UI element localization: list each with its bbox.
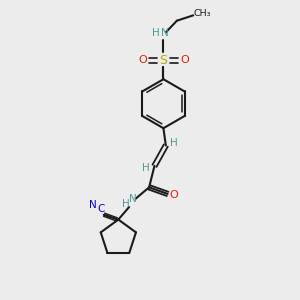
Text: O: O: [180, 56, 189, 65]
Text: H: H: [122, 199, 130, 209]
Text: N: N: [89, 200, 97, 210]
Text: H: H: [152, 28, 159, 38]
Text: C: C: [98, 204, 105, 214]
Text: N: N: [129, 194, 137, 204]
Text: N: N: [161, 28, 169, 38]
Text: CH₃: CH₃: [194, 9, 211, 18]
Text: O: O: [138, 56, 147, 65]
Text: H: H: [142, 163, 150, 173]
Text: S: S: [159, 54, 167, 67]
Text: H: H: [170, 137, 178, 148]
Text: O: O: [170, 190, 178, 200]
